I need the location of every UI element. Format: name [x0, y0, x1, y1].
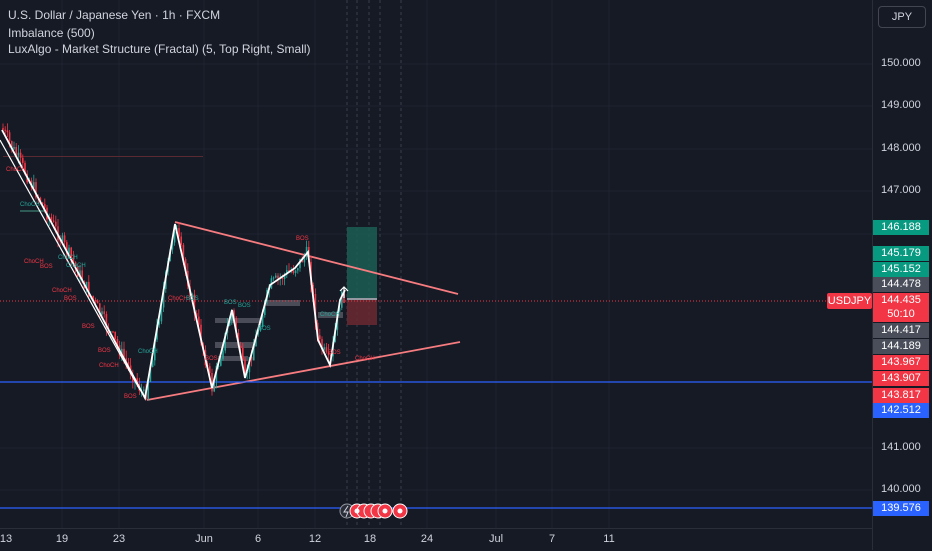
currency-button[interactable]: JPY — [878, 6, 926, 28]
choch-label: ChoCH — [99, 363, 119, 369]
choch-label: ChoCH — [66, 263, 86, 269]
price-tick: 141.000 — [881, 441, 921, 453]
candlestick-series — [2, 123, 345, 401]
bos-label: BOS — [238, 303, 251, 309]
symbol-price-tag: USDJPY — [827, 293, 872, 309]
choch-label: ChoCH — [24, 259, 44, 265]
choch-label: ChoCH — [138, 349, 158, 355]
price-tick: 140.000 — [881, 483, 921, 495]
choch-label: ChoCH — [58, 255, 78, 261]
bos-label: BOS — [40, 264, 53, 270]
price-tag-143-817: 143.817 — [873, 388, 929, 403]
price-tick: 149.000 — [881, 99, 921, 111]
price-tag-144-478: 144.478 — [873, 277, 929, 292]
time-tick: 12 — [308, 533, 322, 545]
long-position-tool[interactable] — [347, 227, 377, 325]
choch-label: ChoCH — [355, 356, 375, 362]
indicator-luxalgo-legend[interactable]: LuxAlgo - Market Structure (Fractal) (5,… — [8, 42, 311, 56]
price-tag-143-907: 143.907 — [873, 371, 929, 386]
time-tick: 18 — [363, 533, 377, 545]
time-tick: Jul — [488, 533, 504, 545]
price-tick: 148.000 — [881, 142, 921, 154]
bos-label: BOS — [258, 326, 271, 332]
bos-label: BOS — [186, 296, 199, 302]
market-structure-zigzag — [1, 129, 346, 401]
price-axis[interactable]: JPY 150.000 149.000 148.000 147.000 141.… — [872, 0, 932, 550]
trend-line-left — [0, 139, 141, 391]
bar-countdown: 50:10 — [873, 307, 929, 322]
bos-label: BOS — [328, 350, 341, 356]
price-tag-143-967: 143.967 — [873, 355, 929, 370]
bos-label: BOS — [205, 356, 218, 362]
economic-events[interactable] — [339, 503, 408, 519]
time-tick: 7 — [548, 533, 556, 545]
bos-label: BOS — [224, 300, 237, 306]
grid — [0, 0, 872, 528]
choch-label: ChoCH — [320, 312, 340, 318]
time-tick: 24 — [420, 533, 434, 545]
symbol-legend[interactable]: U.S. Dollar / Japanese Yen · 1h · FXCM — [8, 8, 221, 22]
time-tick: 13 — [0, 533, 13, 545]
bos-label: BOS — [82, 324, 95, 330]
price-tag-144-189: 144.189 — [873, 339, 929, 354]
time-axis[interactable]: 13 19 23 Jun 6 12 18 24 Jul 7 11 — [0, 528, 872, 551]
last-price-tag: 144.435 — [873, 293, 929, 308]
price-tag-146-188: 146.188 — [873, 220, 929, 235]
indicator-imbalance-legend[interactable]: Imbalance (500) — [8, 26, 95, 40]
time-tick: 23 — [112, 533, 126, 545]
price-tick: 150.000 — [881, 57, 921, 69]
choch-label: ChoCH — [20, 202, 40, 208]
triangle-pattern[interactable] — [146, 221, 461, 401]
chart-canvas[interactable] — [0, 0, 872, 528]
bos-label: BOS — [124, 394, 137, 400]
time-tick: 6 — [254, 533, 262, 545]
bos-label: BOS — [64, 296, 77, 302]
price-tick: 147.000 — [881, 184, 921, 196]
price-tag-139-576: 139.576 — [873, 501, 929, 516]
price-tag-142-512: 142.512 — [873, 403, 929, 418]
time-tick: 19 — [55, 533, 69, 545]
imbalance-zones — [3, 156, 343, 361]
arrow-up-icon — [339, 286, 349, 298]
time-tick: Jun — [195, 533, 213, 545]
bos-label: BOS — [98, 348, 111, 354]
chart-pane[interactable]: ChoCH ChoCH ChoCH BOS ChoCH ChoCH ChoCH BOS BOS B… — [0, 0, 872, 528]
price-tag-145-179: 145.179 — [873, 246, 929, 261]
price-tag-144-417: 144.417 — [873, 323, 929, 338]
choch-label: ChoCH — [168, 296, 188, 302]
bos-label: BOS — [296, 236, 309, 242]
choch-label: ChoCH — [52, 288, 72, 294]
choch-label: ChoCH — [6, 167, 26, 173]
price-tag-145-152: 145.152 — [873, 262, 929, 277]
time-tick: 11 — [603, 533, 615, 545]
